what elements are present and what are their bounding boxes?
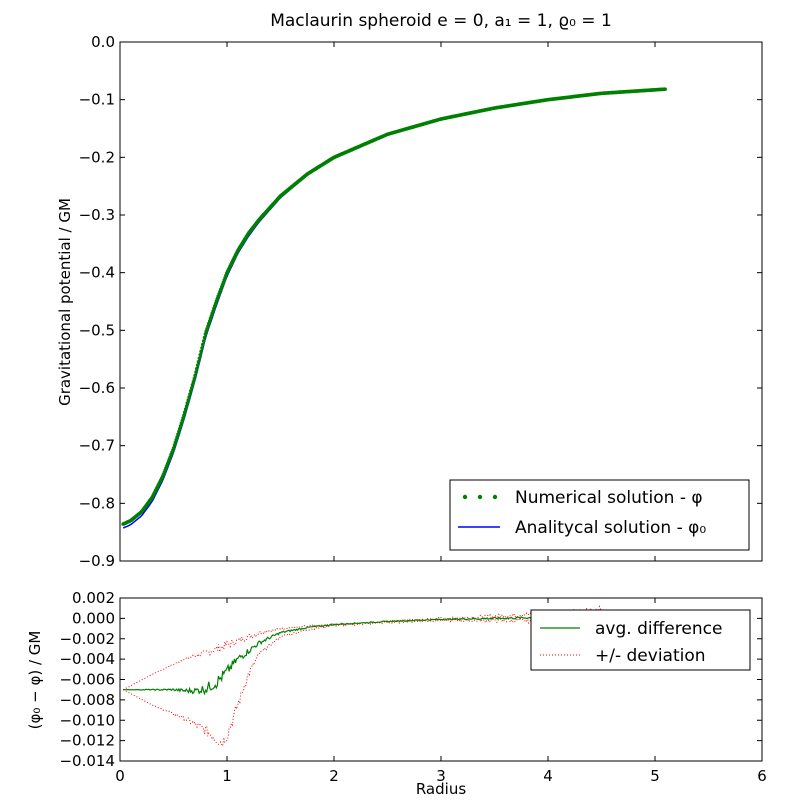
deviation-band-1 (122, 617, 602, 748)
data-point (176, 432, 180, 437)
data-point (189, 386, 194, 390)
y-tick-label: −0.1 (79, 91, 115, 109)
data-point (187, 395, 191, 399)
data-point (188, 392, 192, 396)
y-tick-label: −0.010 (59, 711, 115, 729)
x-tick-label: 3 (436, 767, 446, 785)
x-tick-label: 1 (222, 767, 232, 785)
legend-marker (492, 494, 498, 500)
y-tick-label: −0.4 (79, 264, 115, 282)
data-point (189, 389, 193, 393)
data-point (198, 353, 203, 357)
legend-label: Analitycal solution - φ₀ (515, 518, 706, 538)
x-tick-label: 0 (115, 767, 125, 785)
legend-box (449, 479, 750, 551)
data-point (190, 383, 195, 387)
y-tick-label: −0.002 (59, 630, 115, 648)
legend-box (530, 609, 751, 671)
y-tick-label: −0.6 (79, 379, 115, 397)
y-tick-label: −0.8 (79, 494, 115, 512)
y-tick-label: −0.9 (79, 552, 115, 570)
data-point (180, 418, 185, 423)
data-point (177, 429, 181, 434)
data-point (202, 335, 207, 340)
data-point (183, 410, 187, 415)
series-line-analytical (122, 88, 665, 529)
data-point (175, 435, 179, 439)
data-point (174, 437, 179, 442)
x-axis-title: Radius (416, 780, 466, 798)
y-axis-title-bottom: (φ₀ − φ) / GM (26, 631, 44, 730)
data-point (201, 339, 206, 343)
x-tick-label: 4 (543, 767, 553, 785)
y-tick-label: 0.002 (72, 589, 115, 607)
y-axis-title-text: (φ₀ − φ) / GM (26, 631, 44, 730)
y-tick-label: −0.3 (79, 206, 115, 224)
data-point (182, 413, 186, 418)
data-point (663, 87, 667, 91)
x-tick-label: 6 (757, 767, 767, 785)
y-tick-label: 0.000 (72, 609, 115, 627)
y-tick-label: −0.004 (59, 650, 115, 668)
data-point (193, 373, 197, 378)
bottom-plot: 0.002 0.000 −0.002 −0.004 −0.006 −0.008 −0.010… (59, 589, 766, 785)
data-point (199, 349, 203, 354)
data-point (185, 401, 190, 405)
x-tick-label: 2 (329, 767, 339, 785)
data-point (191, 380, 196, 384)
y-tick-label: −0.7 (79, 437, 115, 455)
legend-label: +/- deviation (595, 646, 706, 666)
data-point (201, 342, 205, 347)
legend-top: Numerical solution - φ Analitycal solutio… (449, 479, 750, 551)
data-point (196, 360, 201, 364)
x-tick-label: 5 (650, 767, 660, 785)
data-point (186, 398, 191, 402)
data-point (203, 332, 208, 336)
legend-label: Numerical solution - φ (515, 488, 703, 508)
data-point (184, 404, 189, 409)
data-point (195, 366, 199, 371)
legend-label: avg. difference (595, 619, 722, 639)
data-point (179, 421, 184, 426)
chart-title: Maclaurin spheroid e = 0, a₁ = 1, ϱ₀ = 1 (270, 11, 612, 31)
legend-marker (477, 494, 483, 500)
deviation-band-0 (122, 604, 602, 691)
data-point (173, 440, 178, 445)
data-point (197, 356, 202, 361)
y-axis-title-top: Gravitational potential / GM (56, 198, 74, 406)
series-numerical (121, 87, 667, 526)
plot-frame-bottom (119, 597, 763, 762)
top-plot: 0.0 −0.1 −0.2 −0.3 −0.4 −0.5 −0.6 −0.7 −0.8 −0.9 N… (79, 33, 763, 570)
data-point (171, 446, 176, 450)
data-point (192, 377, 197, 381)
y-tick-label: −0.006 (59, 671, 115, 689)
y-tick-label: 0.0 (91, 33, 115, 51)
y-tick-label: −0.2 (79, 148, 115, 166)
y-tick-label: −0.014 (59, 752, 115, 770)
data-point (178, 424, 183, 428)
y-tick-label: −0.5 (79, 321, 115, 339)
data-point (194, 370, 198, 374)
data-point (172, 443, 177, 447)
y-axis-title-text: Gravitational potential / GM (56, 198, 74, 406)
data-point (195, 363, 200, 368)
legend-bottom: avg. difference +/- deviation (530, 609, 751, 671)
y-tick-label: −0.012 (59, 732, 115, 750)
data-point (183, 407, 188, 412)
legend-marker (462, 494, 468, 500)
plot-frame-top (119, 41, 763, 562)
y-tick-label: −0.008 (59, 691, 115, 709)
data-point (200, 346, 204, 350)
